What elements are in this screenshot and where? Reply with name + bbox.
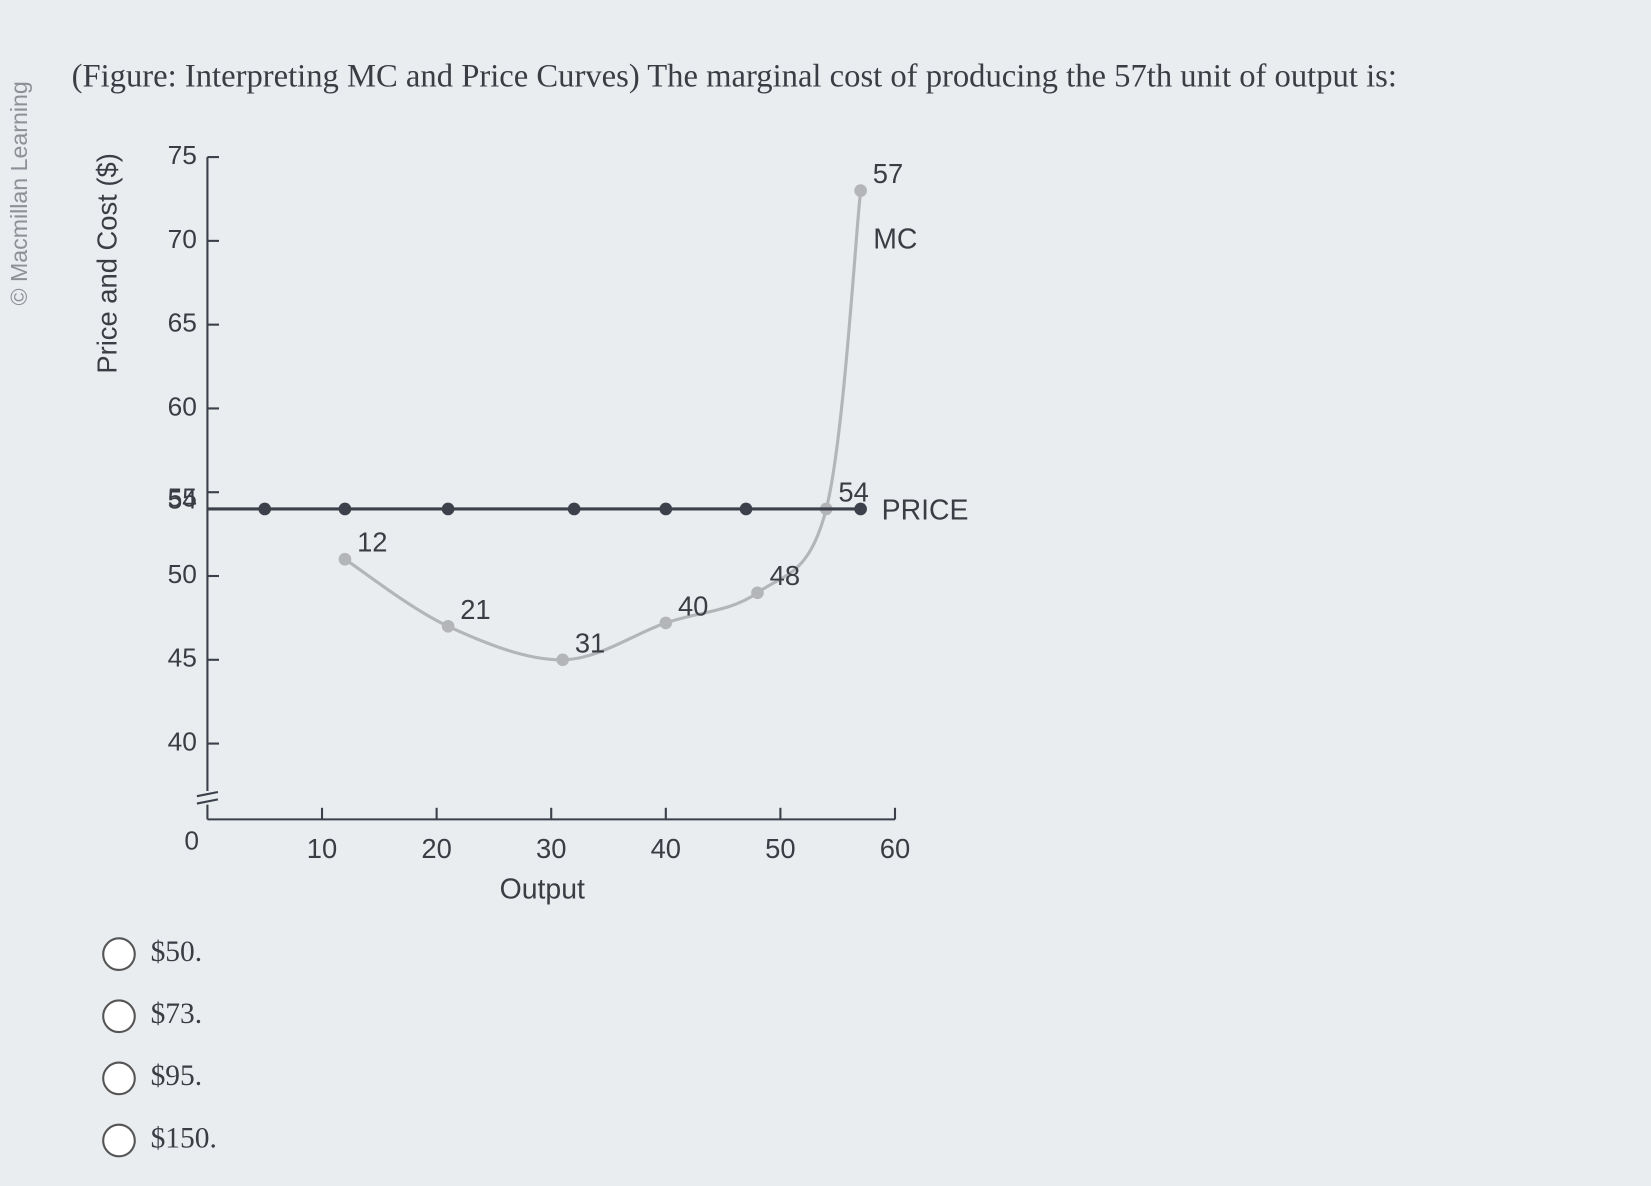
axis-break <box>196 790 219 805</box>
point-label: 12 <box>357 527 387 558</box>
radio-button[interactable] <box>102 1061 136 1096</box>
y-tick-label: 50 <box>168 559 197 589</box>
radio-button[interactable] <box>102 999 136 1034</box>
x-tick-label: 10 <box>307 833 337 864</box>
data-point <box>739 502 753 516</box>
point-label: 21 <box>460 594 490 625</box>
y-tick-label: 54 <box>168 485 197 515</box>
question: (Figure: Interpreting MC and Price Curve… <box>72 59 1397 95</box>
x-tick-label: 40 <box>651 833 681 864</box>
data-point <box>441 619 455 633</box>
data-point <box>338 552 352 566</box>
point-label: 31 <box>575 627 605 658</box>
radio-button[interactable] <box>102 1123 136 1158</box>
series-name: MC <box>873 224 917 256</box>
point-label: 54 <box>838 476 868 507</box>
x-tick-label: 30 <box>536 833 566 864</box>
data-point <box>854 502 867 516</box>
y-tick-label: 60 <box>168 391 197 421</box>
watermark: © Macmillan Learning <box>6 81 32 305</box>
x-tick-label: 50 <box>765 833 795 864</box>
x-tick-label: 20 <box>421 833 451 864</box>
y-tick-label: 65 <box>168 308 197 338</box>
option-label[interactable]: $50. <box>151 936 203 968</box>
y-tick-label: 75 <box>168 140 197 170</box>
y-axis-label: Price and Cost ($) <box>92 153 123 373</box>
y-tick-label: 45 <box>168 643 197 673</box>
y-tick-label: 70 <box>168 224 197 254</box>
data-point <box>854 184 867 197</box>
option-label[interactable]: $95. <box>151 1060 203 1092</box>
x-axis-label: Output <box>500 873 585 905</box>
point-label: 57 <box>873 158 903 189</box>
data-point <box>258 502 272 516</box>
series-name: PRICE <box>882 495 969 527</box>
data-point <box>567 502 581 516</box>
radio-button[interactable] <box>102 937 136 972</box>
point-label: 40 <box>678 590 708 621</box>
data-point <box>659 502 673 516</box>
y-tick-label: 0 <box>184 825 199 855</box>
option-label[interactable]: $73. <box>151 998 203 1030</box>
option-label[interactable]: $150. <box>151 1122 217 1154</box>
data-point <box>441 502 455 516</box>
y-tick-label: 40 <box>168 727 197 757</box>
data-point <box>556 653 569 667</box>
point-label: 48 <box>770 560 800 591</box>
y-tick-label: 55 <box>168 483 197 513</box>
x-tick-label: 60 <box>880 833 910 864</box>
data-point <box>751 586 764 600</box>
data-point <box>659 616 673 630</box>
data-point <box>338 502 352 516</box>
